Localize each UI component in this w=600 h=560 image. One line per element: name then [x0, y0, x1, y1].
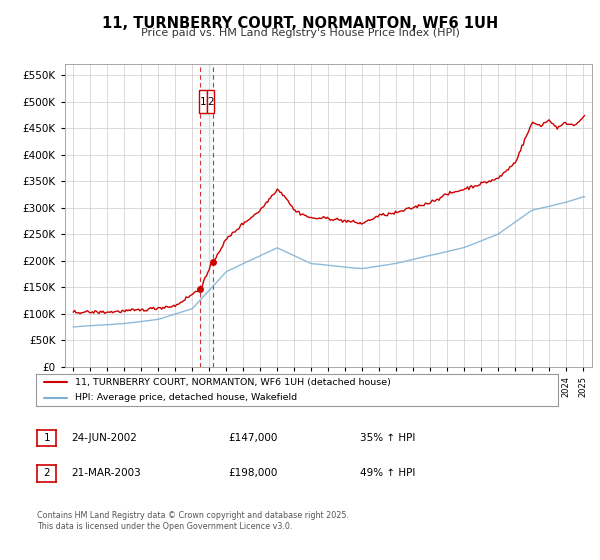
Text: 35% ↑ HPI: 35% ↑ HPI: [360, 433, 415, 443]
Text: Contains HM Land Registry data © Crown copyright and database right 2025.: Contains HM Land Registry data © Crown c…: [37, 511, 349, 520]
Text: £147,000: £147,000: [228, 433, 277, 443]
Text: £198,000: £198,000: [228, 468, 277, 478]
Text: 11, TURNBERRY COURT, NORMANTON, WF6 1UH: 11, TURNBERRY COURT, NORMANTON, WF6 1UH: [102, 16, 498, 31]
Text: 11, TURNBERRY COURT, NORMANTON, WF6 1UH (detached house): 11, TURNBERRY COURT, NORMANTON, WF6 1UH …: [75, 378, 391, 387]
Text: 2: 2: [43, 468, 50, 478]
Text: Price paid vs. HM Land Registry's House Price Index (HPI): Price paid vs. HM Land Registry's House …: [140, 28, 460, 38]
Text: 1: 1: [43, 433, 50, 443]
Bar: [200, 64, 213, 367]
Text: 49% ↑ HPI: 49% ↑ HPI: [360, 468, 415, 478]
Text: This data is licensed under the Open Government Licence v3.0.: This data is licensed under the Open Gov…: [37, 522, 293, 531]
Text: 2: 2: [207, 96, 214, 106]
Text: 1: 1: [200, 96, 206, 106]
Text: 21-MAR-2003: 21-MAR-2003: [71, 468, 140, 478]
Bar: [199, 90, 206, 113]
Bar: [206, 90, 214, 113]
Text: 24-JUN-2002: 24-JUN-2002: [71, 433, 137, 443]
Text: HPI: Average price, detached house, Wakefield: HPI: Average price, detached house, Wake…: [75, 393, 297, 403]
